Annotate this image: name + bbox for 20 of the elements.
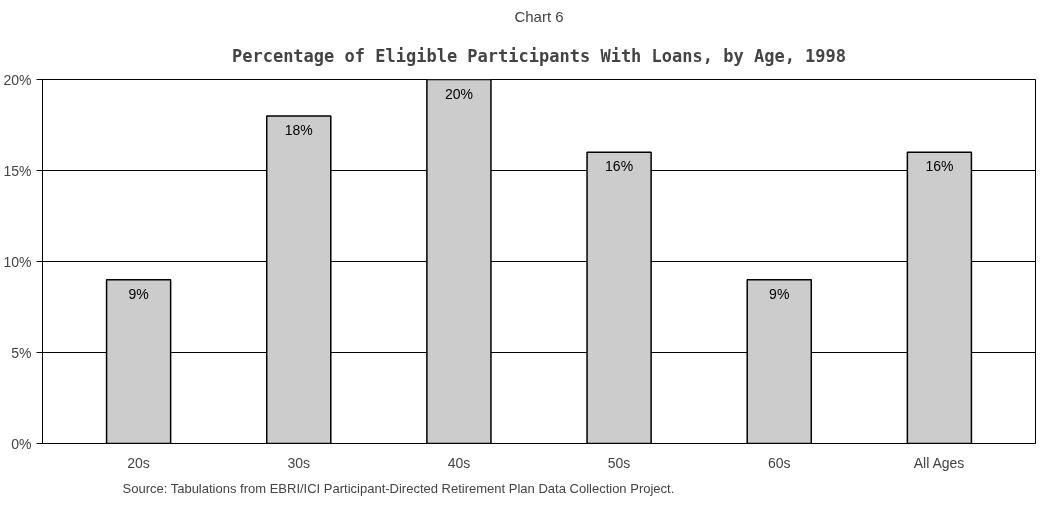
y-tick-label: 10%: [3, 253, 32, 270]
chart-subtitle: Percentage of Eligible Participants With Loans, by Age, 1998: [231, 45, 847, 66]
data-label: 20%: [444, 85, 473, 102]
x-tick-label: All Ages: [913, 454, 965, 471]
data-label: 18%: [284, 121, 313, 138]
y-tick-label: 0%: [11, 435, 32, 452]
data-label: 9%: [769, 285, 790, 302]
chart-title: Chart 6: [514, 7, 564, 25]
data-label: 16%: [925, 158, 954, 175]
x-tick-label: 30s: [287, 454, 311, 471]
y-tick-label: 5%: [11, 344, 32, 361]
data-label: 16%: [605, 158, 634, 175]
data-label: 9%: [128, 285, 149, 302]
x-tick-label: 60s: [767, 454, 791, 471]
x-tick-label: 40s: [447, 454, 471, 471]
y-tick-label: 20%: [3, 71, 32, 88]
y-tick-label: 15%: [3, 162, 32, 179]
source-note: Source: Tabulations from EBRI/ICI Participant-Directed Retirement Plan Data Collection Project.: [122, 480, 675, 496]
x-tick-label: 20s: [127, 454, 150, 471]
x-tick-label: 50s: [607, 454, 631, 471]
